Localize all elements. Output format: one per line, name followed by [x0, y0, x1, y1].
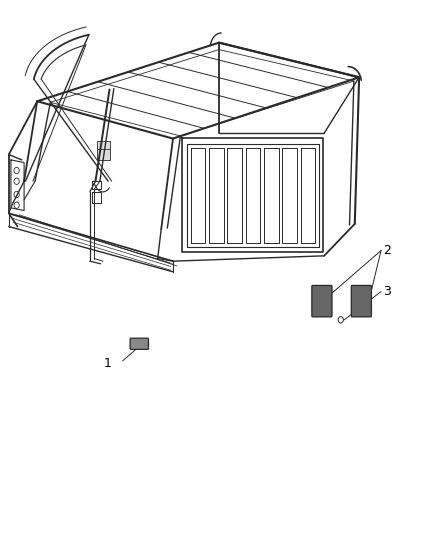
Text: 2: 2 [383, 244, 391, 257]
FancyBboxPatch shape [97, 148, 110, 160]
Text: 3: 3 [383, 285, 391, 298]
FancyBboxPatch shape [97, 141, 110, 149]
FancyBboxPatch shape [312, 286, 332, 317]
Text: 1: 1 [104, 357, 112, 370]
FancyBboxPatch shape [130, 338, 148, 350]
FancyBboxPatch shape [351, 286, 371, 317]
